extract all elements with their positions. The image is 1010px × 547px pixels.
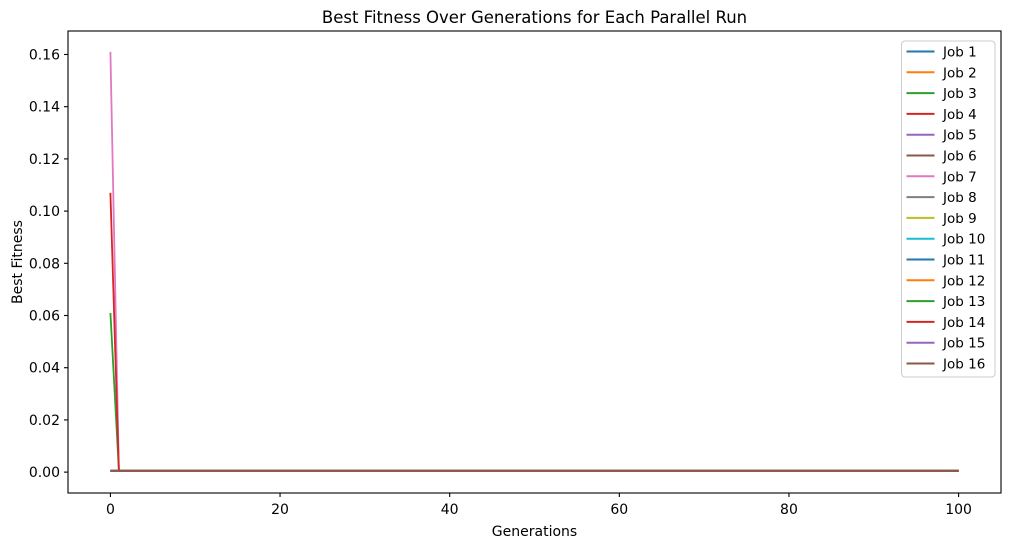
x-tick-label: 80 bbox=[780, 502, 798, 518]
chart-title: Best Fitness Over Generations for Each P… bbox=[322, 8, 747, 27]
legend-item-label: Job 10 bbox=[942, 232, 985, 248]
legend-item: Job 8 bbox=[906, 190, 977, 206]
legend-item: Job 2 bbox=[906, 65, 977, 81]
y-tick-label: 0.08 bbox=[29, 256, 60, 272]
legend-item-label: Job 4 bbox=[942, 107, 977, 123]
x-tick-label: 40 bbox=[441, 502, 459, 518]
legend-item-label: Job 15 bbox=[942, 336, 985, 352]
legend-item: Job 5 bbox=[906, 128, 977, 144]
legend-item-label: Job 13 bbox=[942, 294, 985, 310]
legend-item-label: Job 6 bbox=[942, 149, 977, 165]
legend-item-label: Job 7 bbox=[942, 169, 977, 185]
legend-item-label: Job 16 bbox=[942, 357, 985, 373]
legend-item: Job 6 bbox=[906, 149, 977, 165]
legend-item: Job 3 bbox=[906, 86, 977, 102]
y-tick-label: 0.14 bbox=[29, 100, 60, 116]
legend-item: Job 7 bbox=[906, 169, 977, 185]
series-line bbox=[109, 312, 959, 472]
series-layer bbox=[109, 51, 959, 472]
axes-layer: 0 20 40 60 80 100 0.00 0.02 0.04 0.06 0.08 0.10 0.12… bbox=[29, 30, 1002, 518]
legend-item-label: Job 2 bbox=[942, 65, 977, 81]
legend-item: Job 12 bbox=[906, 273, 985, 289]
y-tick-label: 0.02 bbox=[29, 413, 60, 429]
legend-item: Job 13 bbox=[906, 294, 985, 310]
legend-item: Job 11 bbox=[906, 253, 985, 269]
legend-item-label: Job 1 bbox=[942, 45, 977, 61]
legend-item-label: Job 9 bbox=[942, 211, 977, 227]
y-axis-label: Best Fitness bbox=[10, 220, 26, 304]
legend-item: Job 4 bbox=[906, 107, 977, 123]
y-tick-label: 0.12 bbox=[29, 152, 60, 168]
series-line bbox=[109, 192, 959, 472]
legend-item-label: Job 12 bbox=[942, 273, 985, 289]
legend-item: Job 15 bbox=[906, 336, 985, 352]
series-line bbox=[109, 51, 959, 472]
plot-border bbox=[67, 30, 1002, 494]
legend-item-label: Job 11 bbox=[942, 253, 985, 269]
legend-item: Job 16 bbox=[906, 357, 985, 373]
legend-item-label: Job 5 bbox=[942, 128, 977, 144]
legend-item: Job 10 bbox=[906, 232, 985, 248]
x-tick-label: 0 bbox=[106, 502, 115, 518]
legend-item-label: Job 14 bbox=[942, 315, 985, 331]
legend: Job 1 Job 2 Job 3 Job 4 Job 5 Job 6 Job 7 Job 8… bbox=[901, 40, 996, 378]
x-tick-label: 60 bbox=[610, 502, 628, 518]
legend-frame bbox=[901, 40, 996, 378]
legend-item: Job 14 bbox=[906, 315, 985, 331]
y-tick-label: 0.04 bbox=[29, 361, 60, 377]
legend-item: Job 1 bbox=[906, 45, 977, 61]
y-tick-label: 0.00 bbox=[29, 465, 60, 481]
legend-item-label: Job 3 bbox=[942, 86, 977, 102]
legend-item-label: Job 8 bbox=[942, 190, 977, 206]
x-axis-label: Generations bbox=[492, 524, 577, 540]
x-tick-label: 20 bbox=[271, 502, 289, 518]
y-tick-label: 0.10 bbox=[29, 204, 60, 220]
legend-item: Job 9 bbox=[906, 211, 977, 227]
y-tick-label: 0.16 bbox=[29, 47, 60, 63]
x-tick-label: 100 bbox=[945, 502, 972, 518]
y-tick-label: 0.06 bbox=[29, 309, 60, 325]
